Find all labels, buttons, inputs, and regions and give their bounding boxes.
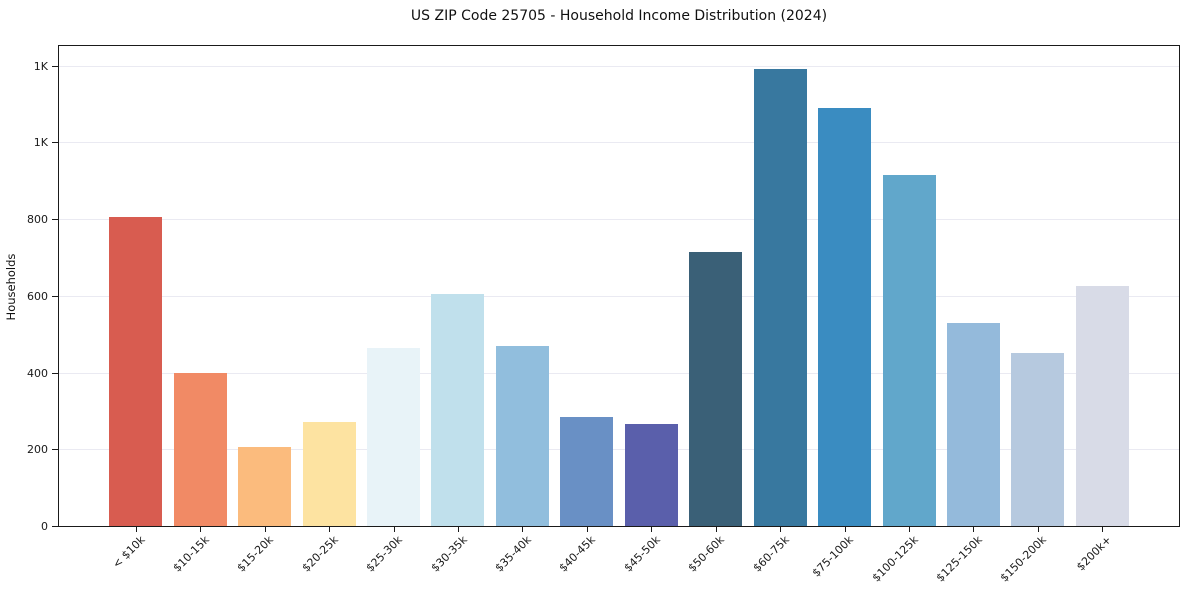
y-tick-mark bbox=[52, 219, 58, 221]
x-tick-mark bbox=[329, 527, 330, 532]
x-tick-label: $50-60k bbox=[685, 533, 728, 575]
x-tick-mark bbox=[522, 527, 524, 532]
y-tick-label: 600 bbox=[27, 289, 48, 303]
y-tick-mark bbox=[52, 295, 58, 297]
bar bbox=[689, 251, 743, 526]
x-tick-label: $10-15k bbox=[170, 533, 212, 575]
bar bbox=[109, 217, 163, 526]
x-tick-mark bbox=[264, 527, 266, 532]
x-tick-mark bbox=[135, 527, 137, 532]
x-tick-label: $35-40k bbox=[492, 533, 534, 575]
y-tick-mark bbox=[52, 526, 58, 527]
x-tick-label: $200k+ bbox=[1073, 533, 1114, 574]
y-axis-label: Households bbox=[4, 253, 18, 321]
x-tick-label: $60-75k bbox=[750, 533, 792, 575]
x-tick-mark bbox=[715, 527, 717, 532]
bar bbox=[946, 322, 1000, 526]
y-tick-mark bbox=[52, 372, 58, 374]
gridline bbox=[59, 449, 1179, 451]
chart-title: US ZIP Code 25705 - Household Income Dis… bbox=[410, 8, 828, 24]
bar bbox=[882, 174, 936, 526]
x-tick-mark bbox=[909, 527, 910, 532]
x-tick-label: $15-20k bbox=[234, 533, 277, 575]
x-tick-mark bbox=[457, 527, 459, 532]
x-tick-label: $125-150k bbox=[933, 533, 985, 585]
x-tick-label: $40-45k bbox=[557, 533, 599, 575]
y-tick-label: 1K bbox=[33, 59, 48, 73]
x-tick-label: $20-25k bbox=[299, 533, 341, 575]
y-tick-label: 800 bbox=[27, 213, 48, 227]
y-tick-label: 400 bbox=[27, 366, 48, 380]
gridline bbox=[59, 65, 1179, 67]
y-tick-label: 0 bbox=[41, 520, 48, 533]
gridline bbox=[59, 219, 1179, 221]
bar bbox=[624, 423, 678, 526]
x-tick-mark bbox=[973, 527, 975, 532]
y-tick-label: 200 bbox=[27, 443, 48, 457]
bar bbox=[1011, 353, 1065, 526]
plot-area bbox=[58, 45, 1180, 527]
bar bbox=[753, 69, 807, 526]
x-tick-label: $30-35k bbox=[428, 533, 470, 575]
x-tick-mark bbox=[1102, 527, 1104, 532]
bar bbox=[818, 107, 871, 526]
y-tick-mark bbox=[52, 449, 58, 451]
x-tick-mark bbox=[780, 527, 782, 532]
x-tick-mark bbox=[844, 527, 846, 532]
x-tick-mark bbox=[1037, 527, 1039, 532]
bar bbox=[173, 372, 227, 526]
y-tick-label: 1K bbox=[33, 136, 48, 150]
bar bbox=[560, 417, 614, 526]
gridline bbox=[59, 142, 1179, 144]
x-tick-mark bbox=[393, 527, 395, 532]
x-tick-label: $45-50k bbox=[621, 533, 663, 575]
bar bbox=[238, 447, 292, 526]
bar bbox=[431, 293, 485, 526]
bar bbox=[1075, 286, 1129, 526]
gridline bbox=[59, 295, 1179, 297]
x-tick-mark bbox=[200, 527, 202, 532]
bar bbox=[367, 347, 420, 526]
x-tick-label: $75-100k bbox=[809, 533, 856, 580]
x-tick-label: < $10k bbox=[109, 533, 148, 571]
x-tick-label: $25-30k bbox=[363, 533, 405, 575]
x-tick-label: $100-125k bbox=[869, 533, 921, 585]
bar bbox=[495, 345, 549, 526]
x-tick-mark bbox=[586, 527, 588, 532]
y-tick-mark bbox=[52, 65, 58, 67]
y-tick-mark bbox=[52, 142, 58, 144]
x-tick-label: $150-200k bbox=[998, 533, 1050, 585]
x-tick-mark bbox=[651, 527, 653, 532]
bar bbox=[302, 422, 356, 526]
gridline bbox=[59, 372, 1179, 374]
